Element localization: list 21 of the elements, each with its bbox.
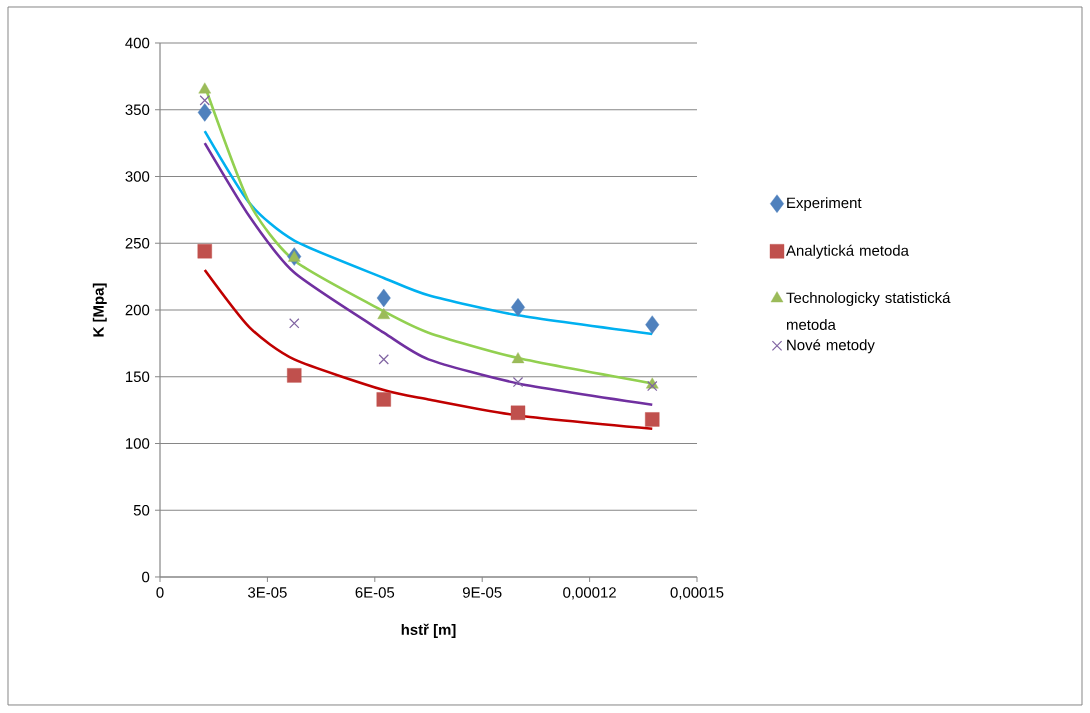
y-tick-label: 350 bbox=[125, 104, 150, 116]
x-tick-label: 6E-05 bbox=[355, 587, 395, 598]
x-tick-label: 0,00015 bbox=[670, 587, 724, 600]
x-axis-title: hstř [m] bbox=[401, 623, 456, 638]
x-tick-label: 0 bbox=[156, 587, 164, 598]
y-axis-title: K [Mpa] bbox=[92, 283, 107, 337]
y-tick-label: 50 bbox=[133, 504, 150, 516]
y-tick-label: 150 bbox=[126, 371, 150, 383]
legend-label: Technologicky statistická metoda bbox=[786, 291, 951, 330]
legend-label: Nové metody bbox=[787, 339, 875, 354]
y-tick-label: 100 bbox=[126, 438, 150, 449]
x-tick-label: 0,00012 bbox=[563, 587, 616, 600]
y-tick-label: 0 bbox=[142, 571, 150, 583]
legend-label: Experiment bbox=[787, 197, 862, 212]
legend-label: Analytická metoda bbox=[786, 244, 909, 259]
y-tick-label: 400 bbox=[125, 37, 150, 49]
y-tick-label: 300 bbox=[125, 171, 150, 182]
y-tick-label: 250 bbox=[125, 237, 150, 249]
x-tick-label: 9E-05 bbox=[462, 587, 502, 598]
y-tick-label: 200 bbox=[125, 304, 150, 316]
x-tick-label: 3E-05 bbox=[248, 587, 287, 598]
